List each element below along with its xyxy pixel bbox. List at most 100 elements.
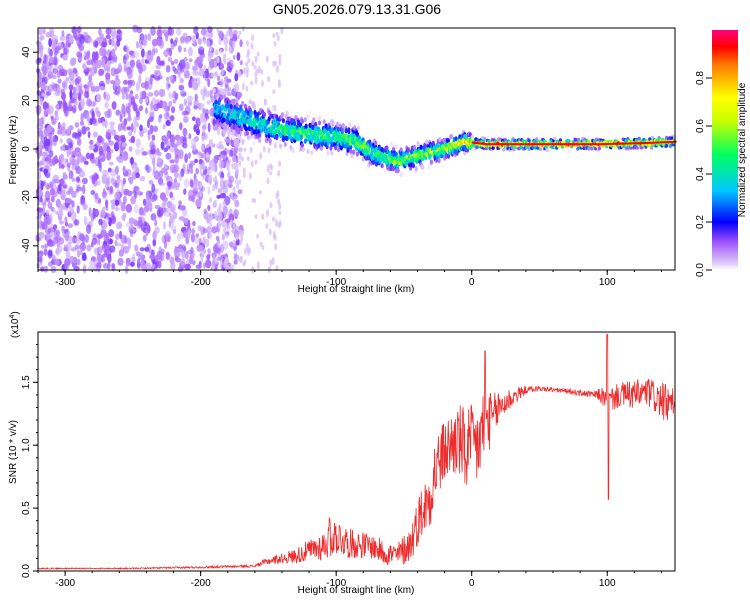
spectrogram-noise-cell [39, 197, 44, 203]
spectrogram-noise-cell [123, 188, 130, 196]
spectrogram-signal-cell [227, 108, 231, 114]
spectrogram-noise-cell [165, 251, 170, 260]
spectrogram-signal-cell [567, 149, 571, 153]
spectrogram-noise-cell [104, 248, 108, 256]
spectrogram-noise-cell [207, 66, 211, 71]
spectrogram-peak-cell [623, 142, 626, 145]
spectrogram-noise-cell [275, 31, 279, 36]
spectrogram-noise-cell [102, 222, 108, 229]
spectrogram-noise-cell [84, 234, 90, 243]
spectrogram-noise-cell [153, 89, 160, 97]
spectrogram-noise-cell [168, 47, 173, 57]
spectrogram-noise-cell [149, 107, 155, 117]
spectrogram-signal-cell [285, 110, 289, 116]
spectrogram-noise-cell [218, 156, 222, 161]
spectrogram-noise-cell [60, 126, 67, 137]
spectrogram-noise-cell [62, 54, 68, 60]
spectrogram-noise-cell [220, 172, 225, 179]
spectrogram-noise-cell [103, 218, 110, 224]
spectrogram-signal-cell [262, 112, 267, 118]
spectrogram-noise-cell [183, 70, 190, 79]
spectrogram-peak-cell [582, 143, 585, 146]
spectrogram-noise-cell [42, 101, 48, 111]
spectrogram-noise-cell [156, 29, 163, 38]
spectrogram-signal-cell [336, 126, 341, 132]
spectrogram-noise-cell [184, 153, 189, 164]
spectrogram-noise-cell [55, 198, 61, 208]
spectrogram-signal-cell [348, 122, 352, 128]
spectrogram-noise-cell [168, 100, 173, 108]
spectrogram-signal-cell [476, 138, 480, 142]
spectrogram-peak-cell [661, 141, 663, 144]
spectrogram-noise-cell [176, 252, 181, 257]
spectrogram-peak-cell [653, 141, 655, 144]
spectrogram-noise-cell [44, 198, 51, 203]
spectrogram-noise-cell [130, 135, 136, 144]
spectrogram-peak-cell [618, 142, 620, 145]
spectrogram-noise-cell [54, 258, 60, 266]
spectrogram-noise-cell [86, 51, 90, 60]
spectrogram-noise-cell [42, 201, 47, 208]
spectrogram-noise-cell [191, 228, 195, 235]
spectrogram-signal-cell [491, 146, 495, 150]
spectrogram-peak-cell [570, 143, 573, 146]
spectrogram-signal-cell [229, 103, 233, 109]
spectrogram-signal-cell [214, 99, 218, 105]
spectrogram-noise-cell [61, 225, 65, 231]
spectrogram-noise-cell [266, 164, 270, 173]
spectrogram-peak-cell [654, 141, 657, 144]
spectrogram-noise-cell [158, 170, 164, 178]
spectrogram-noise-cell [48, 250, 53, 257]
spectrogram-signal-cell [319, 145, 323, 151]
spectrogram-noise-cell [152, 170, 156, 176]
spectrogram-noise-cell [84, 126, 91, 131]
spectrogram-noise-cell [88, 207, 92, 217]
spectrogram-noise-cell [222, 153, 228, 162]
spectrogram-noise-cell [79, 199, 86, 206]
spectrogram-noise-cell [188, 46, 193, 57]
spectrogram-signal-cell [235, 97, 239, 103]
spectrogram-noise-cell [213, 199, 217, 206]
spectrogram-noise-cell [114, 191, 121, 200]
spectrogram-noise-cell [82, 264, 87, 274]
spectrogram-noise-cell [123, 235, 128, 244]
spectrogram-peak-cell [485, 143, 487, 146]
spectrogram-noise-cell [68, 142, 73, 149]
spectrogram-peak-cell [645, 142, 647, 144]
spectrogram-noise-cell [50, 187, 55, 196]
spectrogram-peak-cell [532, 143, 535, 146]
spectrogram-noise-cell [178, 103, 184, 111]
spectrogram-noise-cell [76, 83, 80, 93]
spectrogram-noise-cell [243, 67, 246, 74]
spectrogram-signal-cell [317, 120, 322, 126]
spectrogram-signal-cell [513, 138, 517, 143]
spectrogram-signal-cell [347, 127, 351, 133]
spectrogram-signal-cell [373, 140, 378, 146]
spectrogram-noise-cell [174, 37, 179, 43]
spectrogram-x-label: Height of straight line (km) [298, 284, 415, 295]
spectrogram-noise-cell [191, 65, 198, 71]
spectrogram-noise-cell [122, 55, 127, 65]
spectrogram-noise-cell [120, 121, 127, 129]
spectrogram-x-tick-label: 100 [599, 277, 616, 288]
spectrogram-noise-cell [177, 265, 184, 273]
spectrogram-noise-cell [47, 227, 52, 234]
spectrogram-noise-cell [76, 26, 82, 33]
spectrogram-noise-cell [220, 177, 224, 185]
spectrogram-peak-cell [572, 143, 574, 146]
spectrogram-noise-cell [254, 76, 258, 85]
spectrogram-signal-cell [231, 135, 235, 141]
spectrogram-noise-cell [105, 72, 111, 80]
spectrogram-peak-cell [580, 143, 582, 146]
spectrogram-peak-cell [488, 143, 490, 146]
spectrogram-peak-cell [481, 142, 483, 145]
spectrogram-noise-cell [190, 78, 194, 83]
spectrogram-noise-cell [178, 248, 184, 254]
spectrogram-peak-cell [630, 142, 632, 145]
spectrogram-noise-cell [210, 95, 214, 103]
spectrogram-noise-cell [226, 66, 232, 72]
spectrogram-noise-cell [74, 78, 80, 86]
spectrogram-noise-cell [79, 233, 85, 242]
spectrogram-noise-cell [238, 179, 242, 185]
spectrogram-noise-cell [147, 49, 152, 56]
